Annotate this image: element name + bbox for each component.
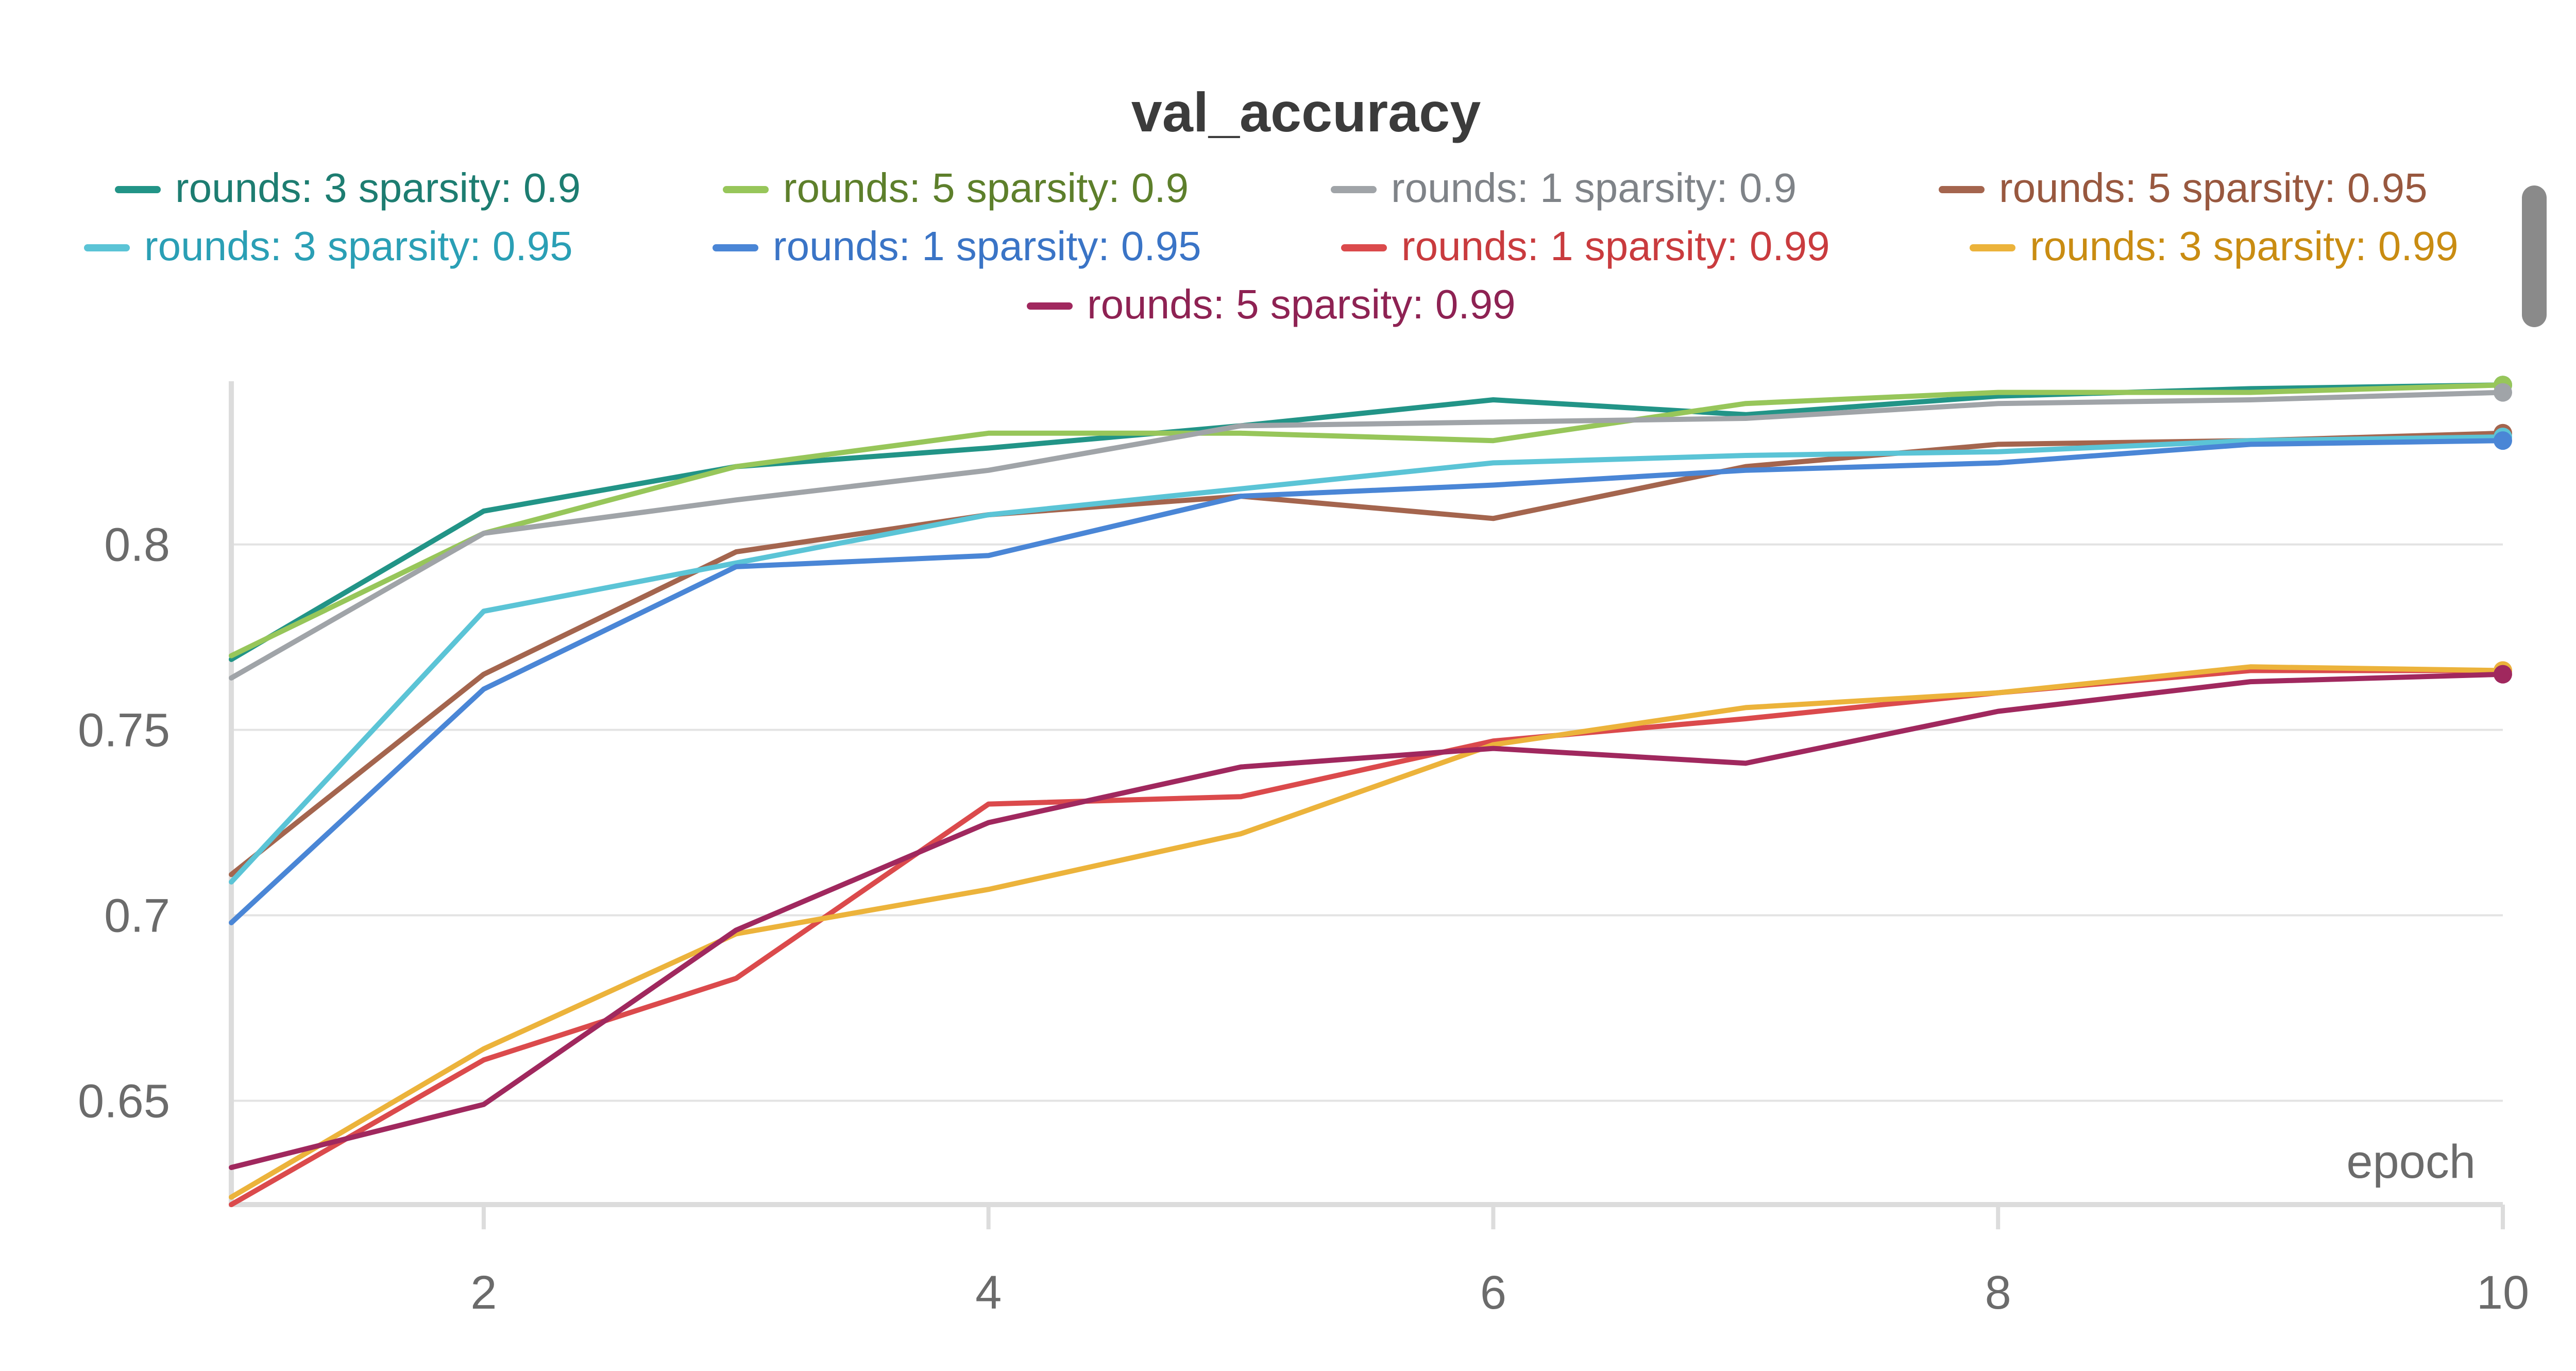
legend-item[interactable]: rounds: 1 sparsity: 0.9	[1331, 165, 1797, 211]
grid	[231, 543, 2503, 1102]
series-line	[229, 434, 2505, 885]
legend-item[interactable]: rounds: 1 sparsity: 0.99	[1341, 223, 1830, 269]
axes: 0.65 0.7 0.75 0.8 2 4 6 8 10	[78, 381, 2529, 1319]
x-tick-label: 10	[2477, 1266, 2529, 1319]
x-tick-label: 8	[1985, 1266, 2011, 1319]
series-line	[229, 664, 2505, 1200]
y-tick-label: 0.75	[78, 704, 170, 757]
legend-item[interactable]: rounds: 5 sparsity: 0.99	[1027, 281, 1516, 327]
legend-label: rounds: 3 sparsity: 0.95	[144, 223, 573, 269]
legend-label: rounds: 3 sparsity: 0.9	[175, 165, 581, 211]
legend-item[interactable]: rounds: 1 sparsity: 0.95	[713, 223, 1201, 269]
legend-item[interactable]: rounds: 3 sparsity: 0.9	[115, 165, 581, 211]
chart-title: val_accuracy	[1131, 81, 1481, 143]
x-axis-label: epoch	[2346, 1136, 2476, 1188]
y-tick-label: 0.8	[104, 519, 170, 571]
legend-label: rounds: 5 sparsity: 0.95	[1999, 165, 2428, 211]
legend-item[interactable]: rounds: 3 sparsity: 0.99	[1970, 223, 2459, 269]
series-end-point	[2494, 431, 2512, 450]
series-lines	[229, 376, 2512, 1207]
series-line	[229, 390, 2505, 681]
legend-label: rounds: 5 sparsity: 0.99	[1087, 281, 1516, 327]
legend-label: rounds: 5 sparsity: 0.9	[783, 165, 1189, 211]
legend: rounds: 3 sparsity: 0.9 rounds: 5 sparsit…	[84, 165, 2459, 327]
y-tick-label: 0.65	[78, 1075, 170, 1127]
legend-item[interactable]: rounds: 3 sparsity: 0.95	[84, 223, 573, 269]
legend-item[interactable]: rounds: 5 sparsity: 0.9	[723, 165, 1189, 211]
legend-label: rounds: 3 sparsity: 0.99	[2030, 223, 2459, 269]
series-line	[229, 382, 2505, 658]
legend-item[interactable]: rounds: 5 sparsity: 0.95	[1939, 165, 2428, 211]
x-tick-label: 2	[470, 1266, 497, 1319]
x-tick-label: 4	[975, 1266, 1002, 1319]
series-end-point	[2494, 665, 2512, 684]
series-line	[229, 668, 2505, 1207]
x-tick-label: 6	[1480, 1266, 1506, 1319]
series-line	[229, 671, 2505, 1170]
legend-label: rounds: 1 sparsity: 0.95	[773, 223, 1201, 269]
series-end-point	[2494, 383, 2512, 402]
series-line	[229, 430, 2505, 877]
legend-label: rounds: 1 sparsity: 0.99	[1401, 223, 1830, 269]
legend-scrollbar[interactable]	[2522, 185, 2547, 327]
legend-label: rounds: 1 sparsity: 0.9	[1391, 165, 1797, 211]
series-line	[229, 438, 2505, 925]
y-tick-label: 0.7	[104, 890, 170, 942]
